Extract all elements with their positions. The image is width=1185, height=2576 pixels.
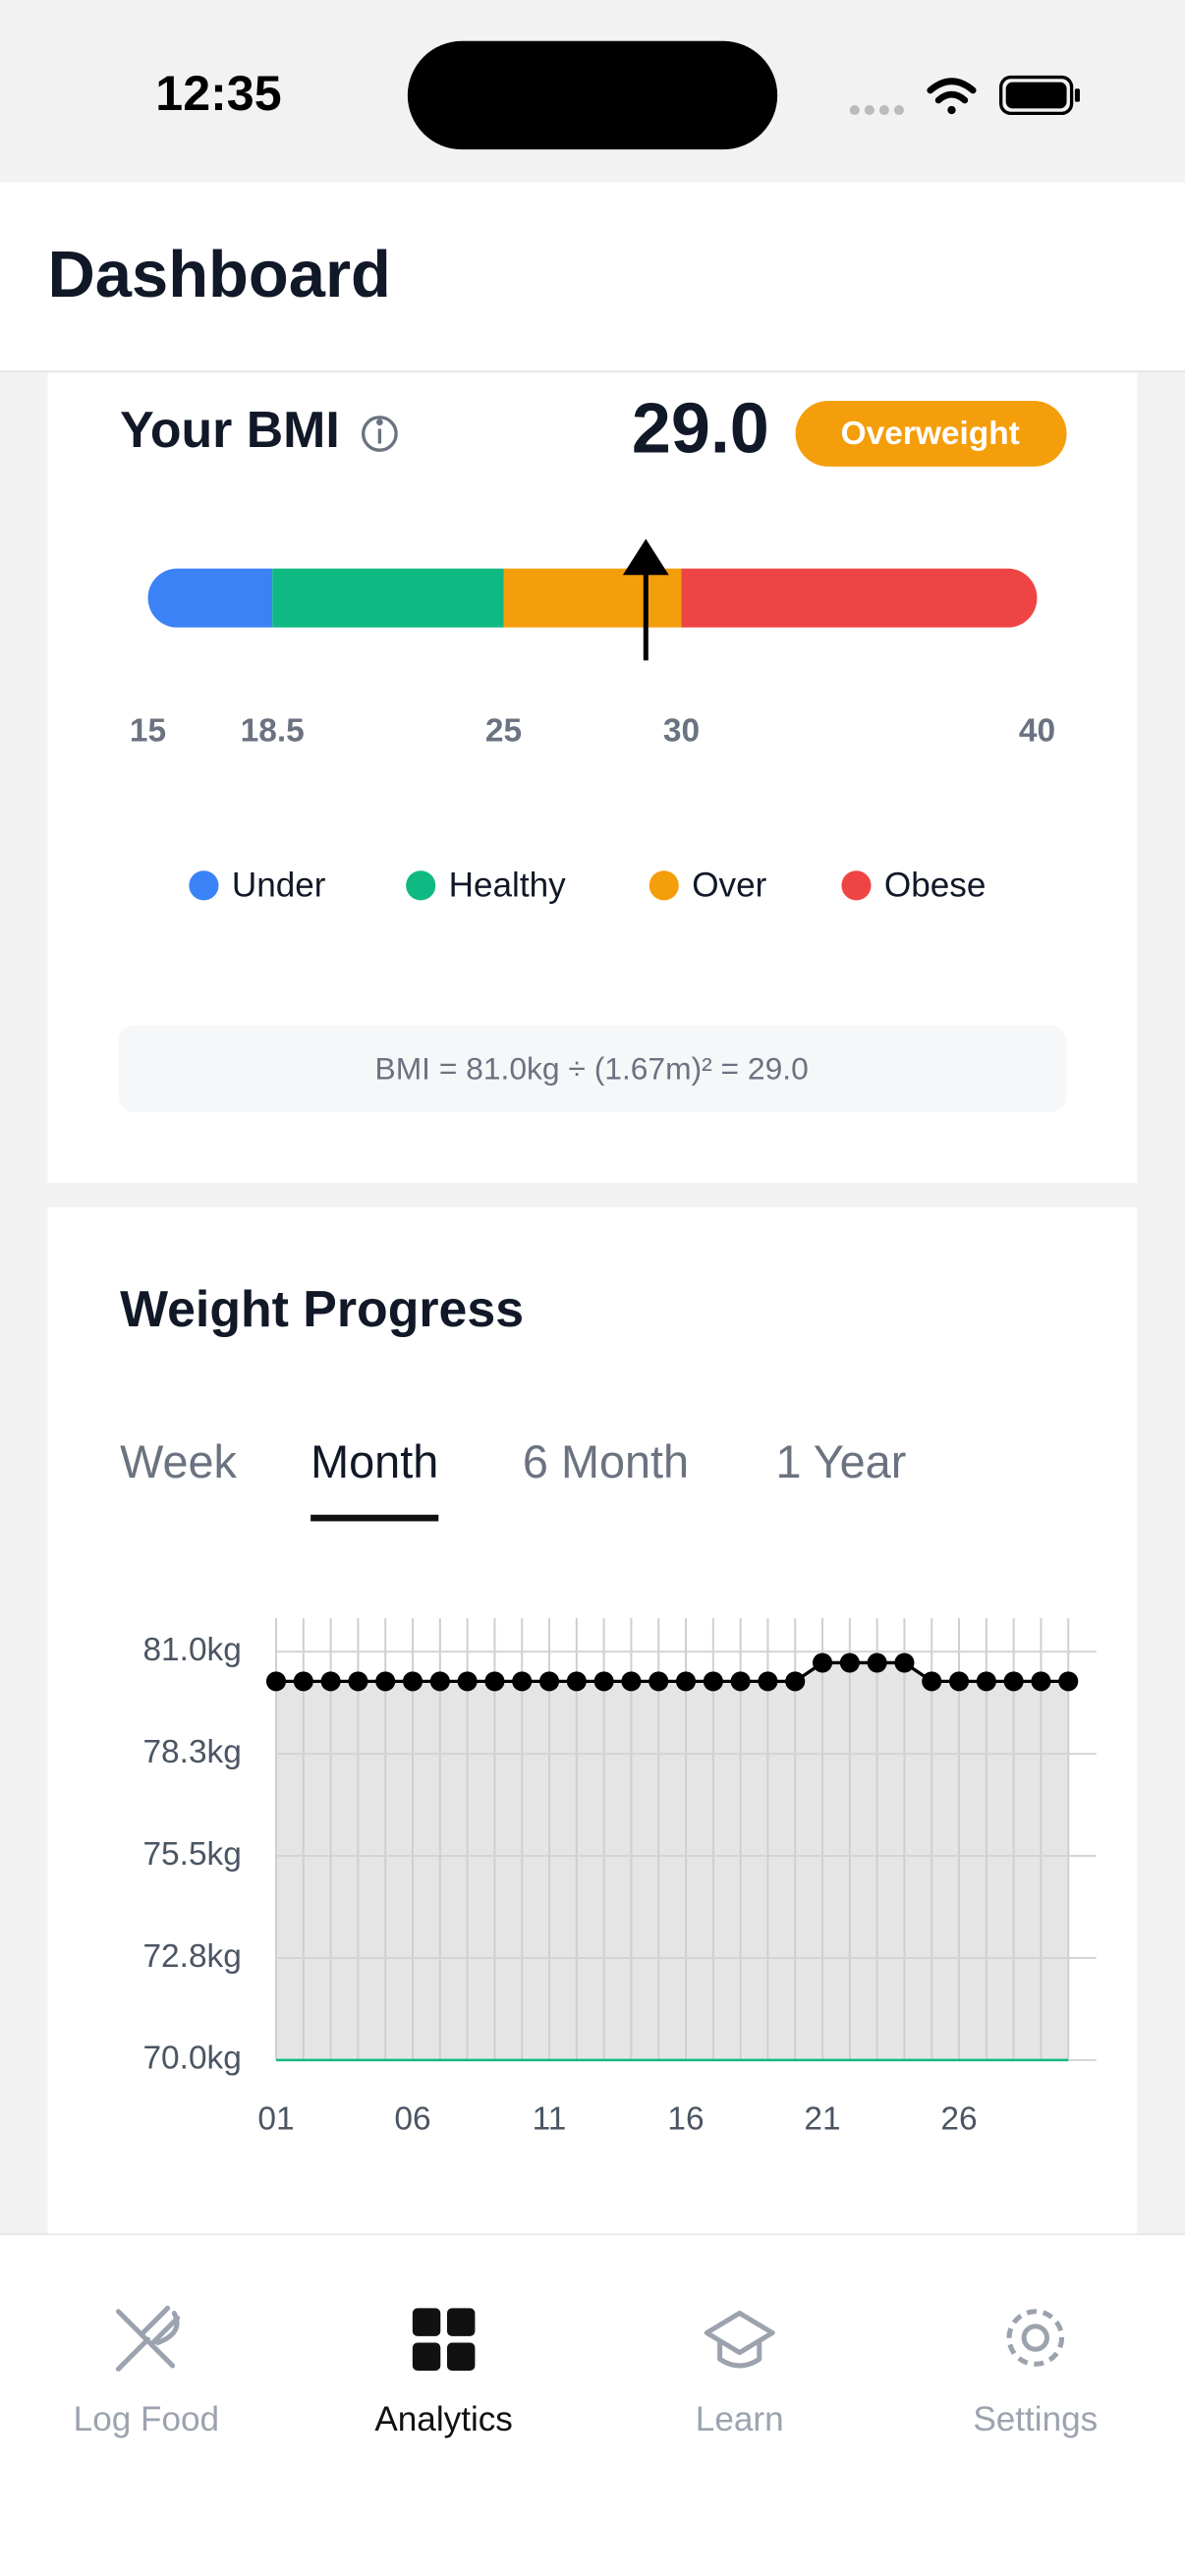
bmi-band [503, 568, 682, 628]
tab-bar-label[interactable]: Learn [696, 2400, 784, 2438]
weight-point [375, 1671, 396, 1692]
page-title: Dashboard [48, 238, 391, 311]
legend-label: Obese [884, 866, 986, 904]
weight-point [948, 1671, 970, 1692]
weight-point [730, 1671, 751, 1692]
x-tick-label: 06 [394, 2101, 430, 2138]
period-tab[interactable]: Month [310, 1436, 438, 1487]
log-food-icon[interactable] [115, 2305, 181, 2372]
bmi-band [147, 568, 273, 628]
weight-point [512, 1671, 533, 1692]
learn-icon[interactable] [704, 2310, 775, 2369]
formula-box [118, 1025, 1067, 1113]
weight-point [812, 1652, 833, 1673]
weight-point [867, 1652, 887, 1673]
bmi-tick-label: 30 [663, 713, 700, 750]
x-tick-label: 16 [667, 2101, 704, 2138]
tab-bar-label[interactable]: Log Food [74, 2400, 219, 2438]
weight-point [621, 1671, 642, 1692]
x-tick-label: 11 [533, 2101, 567, 2138]
weight-point [484, 1671, 505, 1692]
weight-point [320, 1671, 341, 1692]
period-tab[interactable]: Week [120, 1436, 237, 1487]
legend-label: Under [232, 866, 326, 904]
bmi-formula: BMI = 81.0kg ÷ (1.67m)² = 29.0 [375, 1051, 809, 1087]
bmi-tick-label: 40 [1019, 713, 1055, 750]
bmi-band [681, 568, 1038, 628]
weight-point [703, 1671, 723, 1692]
weight-point [348, 1671, 368, 1692]
legend-swatch [406, 870, 436, 901]
weight-point [566, 1671, 587, 1692]
legend-swatch [189, 870, 219, 901]
bmi-badge-label: Overweight [841, 416, 1020, 452]
x-tick-label: 26 [940, 2101, 977, 2138]
weight-point [1058, 1671, 1079, 1692]
bmi-badge [795, 401, 1067, 467]
settings-icon[interactable] [1006, 2309, 1065, 2367]
bmi-tick-label: 25 [485, 713, 522, 750]
weight-point [457, 1671, 478, 1692]
weight-point [293, 1671, 313, 1692]
bmi-tick-label: 18.5 [241, 713, 305, 750]
y-tick-label: 70.0kg [142, 2041, 241, 2077]
weight-area [276, 1662, 1069, 2060]
weight-point [785, 1671, 806, 1692]
weight-point [758, 1671, 778, 1692]
y-tick-label: 81.0kg [142, 1632, 241, 1668]
battery-icon [998, 75, 1080, 116]
info-icon[interactable] [361, 416, 398, 452]
y-tick-label: 75.5kg [142, 1836, 241, 1873]
weight-point [976, 1671, 996, 1692]
wifi-icon [927, 78, 977, 115]
weight-point [593, 1671, 614, 1692]
legend-label: Healthy [449, 866, 567, 904]
weight-point [429, 1671, 450, 1692]
weight-point [265, 1671, 287, 1692]
tab-bar-label[interactable]: Settings [973, 2400, 1098, 2438]
y-tick-label: 78.3kg [142, 1734, 241, 1770]
weight-point [894, 1652, 915, 1673]
signal-dots [849, 105, 904, 116]
legend-label: Over [692, 866, 766, 904]
weight-point [649, 1671, 669, 1692]
tab-bar-label[interactable]: Analytics [374, 2400, 513, 2438]
analytics-icon[interactable] [412, 2308, 476, 2371]
weight-point [839, 1652, 860, 1673]
period-tab[interactable]: 1 Year [776, 1436, 907, 1487]
x-tick-label: 01 [257, 2101, 294, 2138]
bmi-tick-label: 15 [130, 713, 166, 750]
weight-point [1003, 1671, 1024, 1692]
legend-swatch [649, 870, 679, 901]
tab-underline [310, 1514, 439, 1522]
header [0, 182, 1185, 371]
bmi-title: Your BMI [120, 401, 340, 458]
weight-point [1031, 1671, 1051, 1692]
period-tab[interactable]: 6 Month [523, 1436, 689, 1487]
dynamic-island [407, 40, 778, 150]
status-time: 12:35 [155, 66, 281, 121]
legend-swatch [841, 870, 872, 901]
weight-point [538, 1671, 560, 1692]
x-tick-label: 21 [804, 2101, 840, 2138]
tab-bar [0, 2234, 1185, 2576]
weight-point [675, 1671, 697, 1692]
weight-title: Weight Progress [120, 1280, 524, 1337]
bmi-band [272, 568, 504, 628]
bmi-pointer-head [622, 538, 669, 576]
weight-point [402, 1671, 423, 1692]
weight-point [922, 1671, 942, 1692]
content: 15 18.5 25 30 40 Under Healthy Over Obese Week Mon… [120, 538, 1097, 2138]
bmi-value: 29.0 [632, 389, 769, 468]
y-tick-label: 72.8kg [142, 1938, 241, 1975]
